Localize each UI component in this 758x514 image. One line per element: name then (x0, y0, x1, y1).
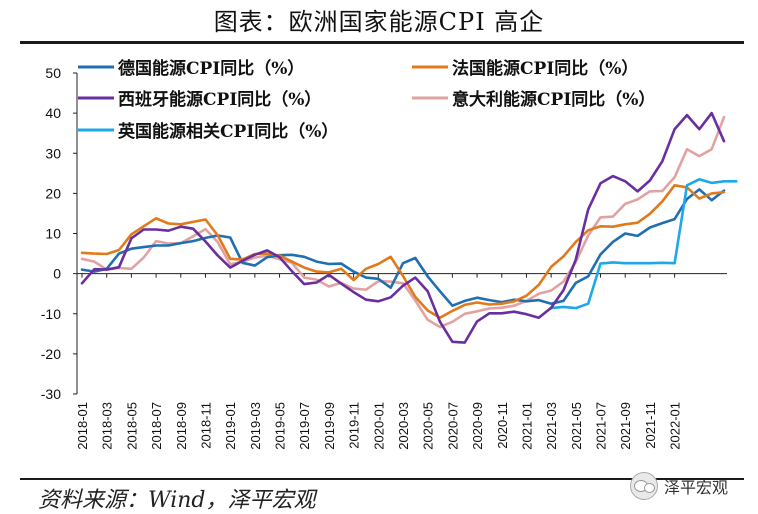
legend-label: 德国能源CPI同比（%） (118, 58, 304, 79)
x-tick-label: 2018-01 (75, 402, 90, 450)
x-tick-label: 2020-03 (396, 402, 411, 450)
x-tick-label: 2020-07 (445, 402, 460, 450)
series-line-2 (80, 184, 726, 320)
x-tick-label: 2020-05 (421, 402, 436, 450)
y-tick-label: 20 (45, 185, 61, 201)
legend-label: 法国能源CPI同比（%） (452, 58, 638, 79)
x-tick-label: 2021-07 (594, 402, 609, 450)
x-tick-label: 2019-07 (297, 402, 312, 450)
chart-title: 图表：欧洲国家能源CPI 高企 (213, 8, 545, 36)
series-line-4 (80, 115, 726, 329)
x-tick-label: 2021-05 (569, 402, 584, 450)
y-tick-label: 0 (53, 266, 61, 282)
x-tick-label: 2020-11 (495, 402, 510, 449)
x-tick-label: 2018-07 (149, 402, 164, 450)
x-tick-label: 2020-01 (371, 402, 386, 450)
y-tick-label: 50 (45, 65, 61, 81)
x-tick-label: 2019-05 (273, 402, 288, 450)
y-tick-label: -10 (41, 306, 61, 322)
series-lines (80, 111, 738, 344)
wechat-logo-icon (630, 472, 658, 500)
x-tick-label: 2019-03 (248, 402, 263, 450)
y-tick-label: -20 (41, 346, 61, 362)
legend: 德国能源CPI同比（%） 法国能源CPI同比（%） 西班牙能源CPI同比（%） 意大利… (78, 58, 655, 142)
source-note: 资料来源：Wind，泽平宏观 (38, 488, 316, 513)
x-tick-label: 2021-03 (544, 402, 559, 450)
y-tick-label: 30 (45, 145, 61, 161)
x-tick-label: 2019-01 (223, 402, 238, 450)
y-tick-label: 10 (45, 226, 61, 242)
series-line-5 (549, 178, 738, 310)
source-rule (20, 478, 744, 480)
legend-label: 西班牙能源CPI同比（%） (118, 89, 321, 110)
title-underline (20, 41, 744, 44)
x-tick-label: 2018-09 (174, 402, 189, 450)
x-tick-label: 2021-01 (519, 402, 534, 450)
legend-label: 英国能源相关CPI同比（%） (118, 121, 338, 142)
x-tick-label: 2018-03 (100, 402, 115, 450)
series-line-1 (80, 188, 726, 308)
series-line-3 (80, 111, 726, 344)
watermark: 泽平宏观 (630, 472, 728, 500)
legend-label: 意大利能源CPI同比（%） (452, 89, 655, 110)
x-tick-label: 2022-01 (668, 402, 683, 450)
x-tick-label: 2021-09 (618, 402, 633, 450)
watermark-text: 泽平宏观 (664, 478, 729, 497)
x-tick-label: 2018-05 (124, 402, 139, 450)
axes-group: -30 -20 -10 0 10 20 30 40 50 2018-01 2018-03 2018-0… (41, 65, 727, 450)
y-tick-label: -30 (41, 386, 61, 402)
x-tick-label: 2021-11 (643, 402, 658, 449)
x-tick-label: 2019-09 (322, 402, 337, 450)
x-tick-label: 2019-11 (347, 402, 362, 449)
x-tick-label: 2020-09 (470, 402, 485, 450)
y-tick-label: 40 (45, 105, 61, 121)
x-tick-label: 2018-11 (198, 402, 213, 449)
